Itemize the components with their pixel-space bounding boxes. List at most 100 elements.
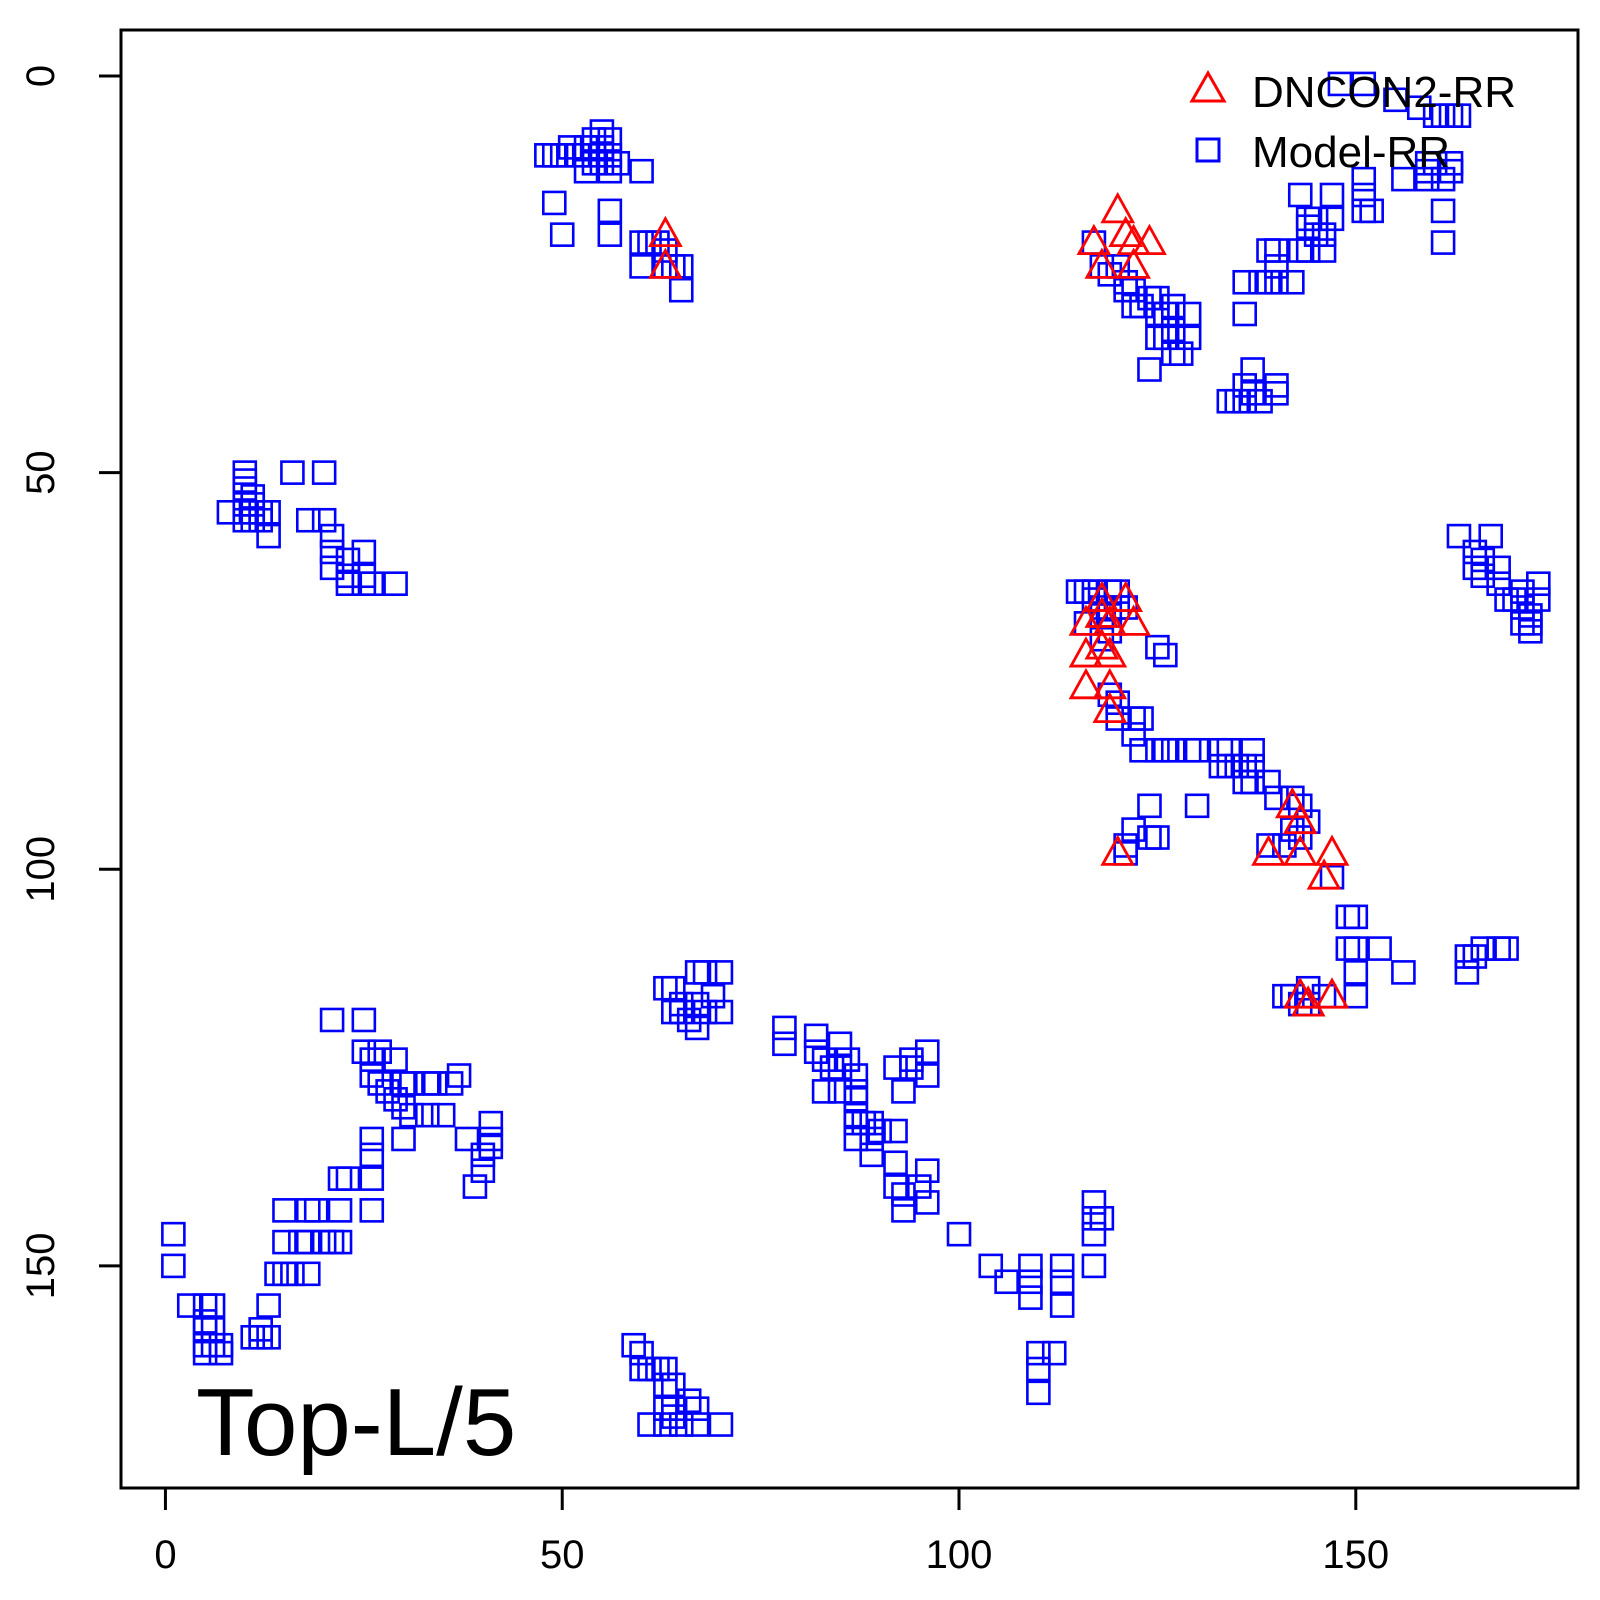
model-rr-point <box>1081 1205 1107 1231</box>
model-rr-point <box>256 499 281 525</box>
dncon2-rr-point <box>1290 985 1326 1017</box>
model-rr-point <box>383 571 408 596</box>
model-rr-point <box>1089 626 1115 652</box>
model-rr-point <box>478 1126 504 1152</box>
model-rr-point <box>335 1166 361 1191</box>
model-rr-point <box>200 1317 226 1342</box>
model-rr-point <box>311 507 337 533</box>
legend-square-marker <box>1195 137 1221 163</box>
model-rr-point <box>708 960 734 985</box>
model-rr-point <box>708 1412 734 1437</box>
model-rr-point <box>359 1166 385 1191</box>
model-rr-point <box>899 1047 924 1072</box>
x-tick-label: 100 <box>926 1533 993 1577</box>
model-rr-point <box>851 1110 877 1136</box>
legend: DNCON2-RR Model-RR <box>1189 68 1516 177</box>
model-rr-point <box>1295 238 1321 263</box>
model-rr-point <box>319 555 345 581</box>
model-rr-point <box>803 1023 829 1049</box>
model-rr-point <box>1113 269 1138 295</box>
model-rr-point <box>1129 737 1154 763</box>
model-rr-point <box>1137 825 1162 850</box>
model-rr-point <box>478 1110 504 1136</box>
model-rr-point <box>240 499 266 525</box>
model-rr-point <box>883 1150 908 1176</box>
model-rr-point <box>200 1332 226 1358</box>
model-rr-point <box>1383 87 1408 113</box>
model-rr-point <box>1256 769 1281 795</box>
y-axis: 0 50 100 150 <box>19 65 123 1299</box>
model-rr-point <box>684 960 710 985</box>
model-rr-point <box>843 1063 869 1088</box>
model-rr-point <box>708 999 734 1025</box>
model-rr-point <box>565 143 591 168</box>
model-rr-point <box>240 1324 266 1350</box>
model-rr-point <box>1343 983 1369 1009</box>
model-rr-point <box>541 190 567 216</box>
dncon2-rr-point <box>1084 247 1120 279</box>
model-rr-point <box>1026 1380 1051 1406</box>
model-rr-point <box>367 1039 393 1065</box>
model-rr-point <box>1311 238 1337 263</box>
model-rr-point <box>335 563 361 589</box>
model-rr-point <box>1240 357 1265 382</box>
model-rr-point <box>303 1198 329 1223</box>
model-rr-point <box>684 991 710 1017</box>
model-rr-point <box>541 143 567 168</box>
model-rr-point <box>1311 222 1337 247</box>
model-rr-point <box>581 150 607 176</box>
dncon2-rr-point <box>648 215 683 248</box>
model-rr-point <box>1153 301 1178 327</box>
model-rr-point <box>335 571 361 596</box>
dncon2-rr-point <box>1116 604 1151 636</box>
model-rr-point <box>359 1126 385 1152</box>
model-rr-point <box>208 1340 234 1366</box>
model-rr-point <box>1224 753 1250 779</box>
model-rr-point <box>1160 293 1186 319</box>
model-rr-point <box>629 158 654 184</box>
model-rr-point <box>883 1118 908 1144</box>
model-rr-point <box>859 1110 885 1136</box>
model-rr-point <box>422 1071 448 1096</box>
model-rr-point <box>438 1071 464 1096</box>
model-rr-point <box>1327 71 1353 97</box>
model-rr-point <box>1486 571 1511 596</box>
model-rr-point <box>256 523 281 549</box>
model-rr-point <box>1145 634 1170 660</box>
model-rr-point <box>827 1031 853 1057</box>
model-rr-point <box>240 484 266 509</box>
model-rr-point <box>772 1031 797 1057</box>
model-rr-point <box>319 1229 345 1255</box>
model-rr-point <box>1145 301 1170 327</box>
model-rr-point <box>192 1293 218 1318</box>
model-rr-point <box>232 499 258 525</box>
model-rr-point <box>1216 737 1242 763</box>
model-rr-point <box>272 1261 297 1287</box>
model-rr-point <box>462 1174 488 1199</box>
model-rr-point <box>1264 254 1289 279</box>
model-rr-point <box>1248 269 1273 295</box>
model-rr-point <box>1438 158 1464 184</box>
model-rr-point <box>272 1229 297 1255</box>
model-rr-point <box>819 1055 845 1080</box>
model-rr-point <box>581 143 607 168</box>
legend-label-dncon2: DNCON2-RR <box>1252 68 1516 117</box>
model-rr-point <box>1470 547 1496 573</box>
model-rr-point <box>668 1412 694 1437</box>
model-rr-point <box>827 1079 853 1104</box>
model-rr-point <box>1256 238 1281 263</box>
x-tick-label: 150 <box>1322 1533 1389 1577</box>
model-rr-point <box>1319 206 1345 232</box>
model-rr-point <box>351 1007 377 1033</box>
model-rr-point <box>637 1412 662 1437</box>
model-rr-point <box>216 499 242 525</box>
dncon2-rr-point <box>1076 223 1112 255</box>
model-rr-point <box>1280 269 1305 295</box>
model-rr-point <box>668 999 694 1025</box>
model-rr-point <box>1153 737 1178 763</box>
model-rr-point <box>1121 722 1146 747</box>
model-rr-point <box>772 1015 797 1041</box>
model-rr-point <box>1343 936 1369 961</box>
model-rr-point <box>629 1356 654 1382</box>
model-rr-point <box>676 1007 702 1033</box>
